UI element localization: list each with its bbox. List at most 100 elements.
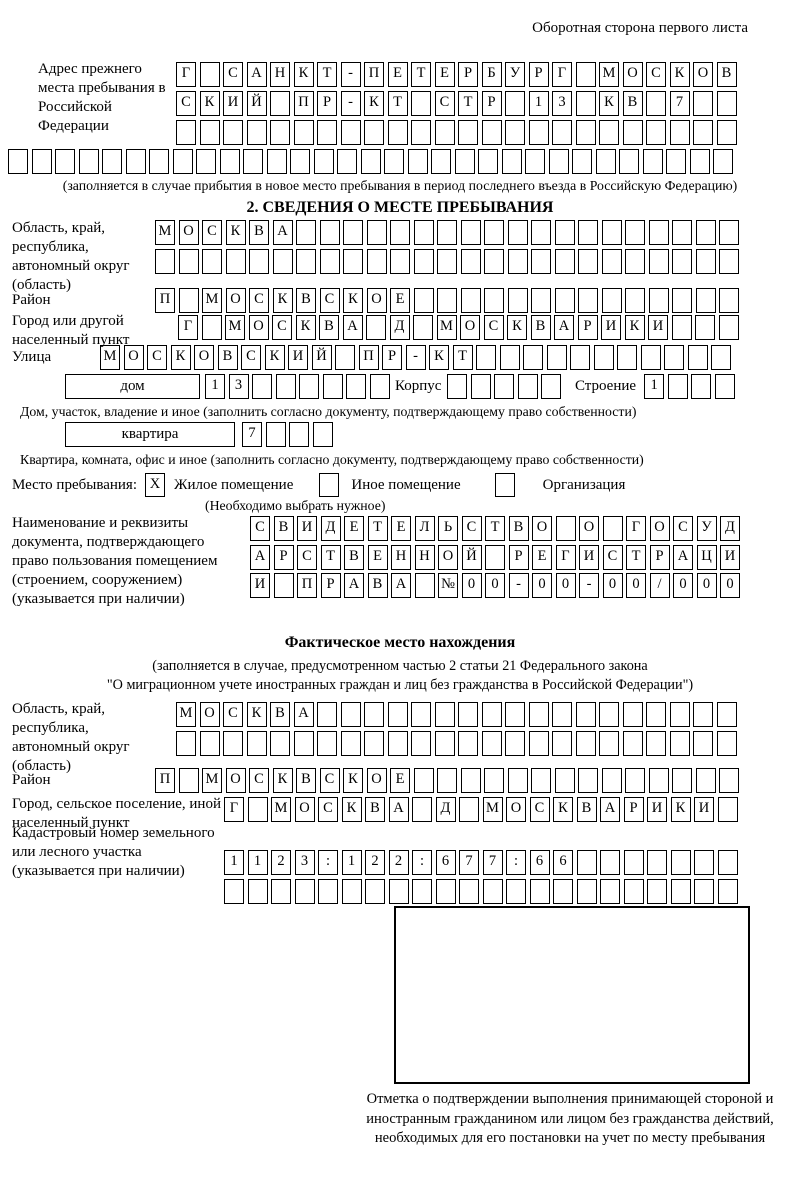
char-cell[interactable]: О xyxy=(366,288,387,313)
char-cell[interactable]: О xyxy=(294,797,315,822)
char-cell[interactable] xyxy=(593,345,614,370)
char-cell[interactable] xyxy=(481,120,502,145)
char-cell[interactable] xyxy=(599,120,619,145)
char-cell[interactable]: 0 xyxy=(602,573,623,598)
char-cell[interactable]: С xyxy=(673,516,693,541)
char-cell[interactable]: А xyxy=(600,797,620,822)
char-cell[interactable] xyxy=(299,374,319,399)
char-cell[interactable]: Т xyxy=(626,545,646,570)
char-cell[interactable] xyxy=(481,702,502,727)
char-cell[interactable]: К xyxy=(264,345,285,370)
char-cell[interactable] xyxy=(576,879,597,904)
char-cell[interactable]: - xyxy=(405,345,426,370)
char-cell[interactable]: Г xyxy=(224,797,244,822)
char-cell[interactable]: Е xyxy=(434,62,455,87)
char-cell[interactable]: К xyxy=(199,91,220,116)
char-cell[interactable]: Т xyxy=(458,91,478,116)
char-cell[interactable] xyxy=(270,120,290,145)
char-cell[interactable] xyxy=(199,62,220,87)
char-cell[interactable] xyxy=(531,288,551,313)
char-cell[interactable] xyxy=(546,345,567,370)
char-cell[interactable]: О xyxy=(579,516,599,541)
char-cell[interactable]: Б xyxy=(481,62,502,87)
char-cell[interactable] xyxy=(413,249,434,274)
char-cell[interactable] xyxy=(290,149,310,174)
char-cell[interactable] xyxy=(646,731,666,756)
char-cell[interactable]: Р xyxy=(382,345,402,370)
char-cell[interactable]: Р xyxy=(320,573,341,598)
char-cell[interactable]: О xyxy=(199,702,220,727)
char-cell[interactable] xyxy=(642,149,663,174)
char-cell[interactable] xyxy=(531,249,551,274)
char-cell[interactable]: О xyxy=(248,315,269,340)
char-cell[interactable] xyxy=(178,768,199,793)
char-cell[interactable] xyxy=(219,149,240,174)
char-cell[interactable] xyxy=(505,731,525,756)
char-cell[interactable] xyxy=(623,850,644,875)
char-cell[interactable] xyxy=(646,702,666,727)
char-cell[interactable]: С xyxy=(319,288,340,313)
checkbox-organizatsiya[interactable] xyxy=(494,473,515,497)
char-cell[interactable]: А xyxy=(342,315,363,340)
char-cell[interactable]: Г xyxy=(176,62,196,87)
char-cell[interactable] xyxy=(646,120,666,145)
char-cell[interactable] xyxy=(343,220,363,245)
char-cell[interactable]: О xyxy=(622,62,643,87)
char-cell[interactable] xyxy=(484,249,504,274)
char-cell[interactable] xyxy=(693,91,713,116)
char-cell[interactable] xyxy=(528,120,549,145)
char-cell[interactable]: К xyxy=(364,91,384,116)
char-cell[interactable]: В xyxy=(217,345,238,370)
char-cell[interactable] xyxy=(716,731,737,756)
char-cell[interactable] xyxy=(319,249,340,274)
char-cell[interactable] xyxy=(246,120,267,145)
char-cell[interactable] xyxy=(501,149,522,174)
char-cell[interactable] xyxy=(176,731,196,756)
char-cell[interactable] xyxy=(293,731,314,756)
char-cell[interactable]: М xyxy=(100,345,120,370)
char-cell[interactable] xyxy=(247,797,268,822)
char-cell[interactable] xyxy=(575,702,596,727)
char-cell[interactable]: С xyxy=(147,345,167,370)
char-cell[interactable]: 7 xyxy=(459,850,479,875)
char-cell[interactable] xyxy=(648,249,669,274)
char-cell[interactable] xyxy=(695,315,715,340)
char-cell[interactable] xyxy=(695,288,716,313)
char-cell[interactable] xyxy=(340,702,361,727)
char-cell[interactable] xyxy=(437,249,457,274)
char-cell[interactable]: В xyxy=(319,315,339,340)
char-cell[interactable] xyxy=(341,879,362,904)
char-cell[interactable]: С xyxy=(461,516,482,541)
char-cell[interactable] xyxy=(294,879,315,904)
char-cell[interactable] xyxy=(437,220,457,245)
char-cell[interactable] xyxy=(670,850,691,875)
char-cell[interactable] xyxy=(595,149,616,174)
char-cell[interactable] xyxy=(484,768,504,793)
char-cell[interactable] xyxy=(460,220,481,245)
char-cell[interactable] xyxy=(360,149,381,174)
char-cell[interactable]: 0 xyxy=(532,573,552,598)
char-cell[interactable]: Е xyxy=(387,62,408,87)
char-cell[interactable]: Д xyxy=(720,516,740,541)
char-cell[interactable] xyxy=(695,768,716,793)
char-cell[interactable]: Т xyxy=(452,345,473,370)
char-cell[interactable] xyxy=(313,149,334,174)
char-cell[interactable] xyxy=(576,850,597,875)
char-cell[interactable] xyxy=(601,249,622,274)
char-cell[interactable] xyxy=(625,220,645,245)
char-cell[interactable]: Т xyxy=(317,62,337,87)
char-cell[interactable]: 1 xyxy=(247,850,268,875)
char-cell[interactable] xyxy=(505,91,525,116)
char-cell[interactable] xyxy=(293,120,314,145)
char-cell[interactable] xyxy=(223,731,243,756)
char-cell[interactable] xyxy=(552,731,572,756)
char-cell[interactable] xyxy=(695,220,716,245)
char-cell[interactable]: Г xyxy=(626,516,646,541)
char-cell[interactable] xyxy=(387,731,408,756)
char-cell[interactable]: С xyxy=(434,91,455,116)
char-cell[interactable] xyxy=(713,149,733,174)
char-cell[interactable] xyxy=(411,120,431,145)
char-cell[interactable] xyxy=(289,422,309,447)
char-cell[interactable] xyxy=(485,545,505,570)
char-cell[interactable] xyxy=(270,91,290,116)
